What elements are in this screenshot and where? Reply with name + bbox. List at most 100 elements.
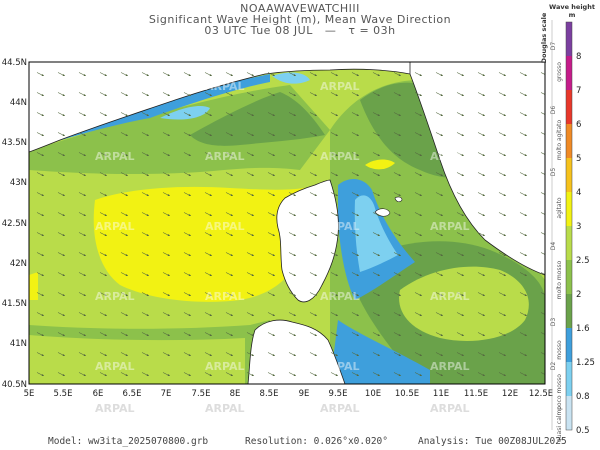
map-time: 03 UTC Tue 08 JUL — τ = 03h [204,24,396,37]
wave-direction-arrow [78,352,87,357]
wave-direction-arrow [330,112,339,117]
wave-direction-arrow [78,252,87,257]
wave-direction-arrow [540,252,545,255]
wave-direction-arrow [36,292,45,297]
wave-direction-arrow [225,112,234,117]
wave-direction-arrow [120,232,129,237]
wave-direction-arrow [330,312,339,317]
wave-direction-arrow [225,192,234,197]
watermark-text: ARPAL [205,150,245,163]
wave-direction-arrow [57,72,66,77]
wave-direction-arrow [351,112,360,117]
wave-direction-arrow [225,172,234,177]
douglas-title: Douglas scale [540,12,548,63]
wave-direction-arrow [141,232,150,237]
wave-direction-arrow [435,192,444,197]
wave-direction-arrow [162,152,171,157]
wave-direction-arrow [99,152,108,157]
sea-green-sw-inner [29,335,245,384]
wave-direction-arrow [162,212,171,217]
watermark-text: ARPAL [205,402,245,415]
wave-direction-arrow [519,252,528,257]
douglas-sea-state: quasi calmo [556,406,563,442]
wave-direction-arrow [57,172,66,177]
colorbar-tick-label: 8 [576,52,581,62]
wave-direction-arrow [183,352,192,357]
wave-direction-arrow [204,232,213,237]
wave-direction-arrow [372,172,381,177]
colorbar-tick-label: 0.5 [576,426,590,436]
wave-direction-arrow [393,72,402,77]
wave-direction-arrow [351,292,360,297]
wave-direction-arrow [330,172,339,177]
wave-direction-arrow [141,212,150,217]
wave-direction-arrow [120,112,129,117]
wave-direction-arrow [519,152,528,157]
wave-direction-arrow [141,192,150,197]
wave-direction-arrow [540,352,545,355]
wave-direction-arrow [36,132,45,137]
wave-direction-arrow [288,92,297,97]
watermark-text: ARPAL [95,402,135,415]
wave-direction-arrow [519,332,528,337]
wave-direction-arrow [78,272,87,277]
wave-direction-arrow [288,292,297,297]
wave-direction-arrow [519,132,528,137]
wave-direction-arrow [540,72,545,75]
wave-direction-arrow [57,92,66,97]
wave-direction-arrow [78,132,87,137]
wave-direction-arrow [435,212,444,217]
wave-direction-arrow [393,92,402,97]
wave-direction-arrow [141,72,150,77]
wave-direction-arrow [330,72,339,77]
wave-direction-arrow [477,172,486,177]
lat-label: 44.5N [2,58,27,68]
wave-direction-arrow [141,112,150,117]
colorbar-tick-label: 1.6 [576,324,590,334]
wave-direction-arrow [225,152,234,157]
wave-direction-arrow [246,292,255,297]
wave-direction-arrow [456,312,465,317]
map-title: NOAAWAVEWATCHIII [240,2,360,15]
wave-direction-arrow [456,112,465,117]
lon-label: 10.5E [395,389,419,399]
wave-direction-arrow [204,192,213,197]
watermark-text: ARPAL [320,360,360,373]
wave-direction-arrow [477,72,486,77]
wave-direction-arrow [540,372,545,375]
watermark-text: ARPAL [430,220,470,233]
wave-direction-arrow [246,232,255,237]
colorbar-tick-label: 2 [576,290,581,300]
wave-direction-arrow [120,152,129,157]
wave-direction-arrow [141,312,150,317]
wave-direction-arrow [372,292,381,297]
wave-direction-arrow [414,112,423,117]
colorbar-swatch [566,192,572,226]
wave-direction-arrow [288,312,297,317]
wave-direction-arrow [540,172,545,175]
lat-label: 42.5N [2,219,27,229]
sea-yellow-north-patch [365,159,395,170]
wave-direction-arrow [120,92,129,97]
wave-direction-arrow [372,232,381,237]
wave-direction-arrow [372,152,381,157]
wave-direction-arrow [183,272,192,277]
wave-direction-arrow [393,332,402,337]
wave-direction-arrow [288,352,297,357]
wave-direction-arrow [498,272,507,277]
wave-direction-arrow [99,372,108,377]
wave-direction-arrow [519,172,528,177]
wave-direction-arrow [246,132,255,137]
wave-direction-arrow [288,372,297,377]
wave-direction-arrow [78,212,87,217]
wave-direction-arrow [246,72,255,77]
wave-direction-arrow [330,292,339,297]
wave-direction-arrow [99,132,108,137]
lat-label: 42N [10,259,27,269]
wave-direction-arrow [477,192,486,197]
wave-direction-arrow [435,152,444,157]
wave-direction-arrow [267,252,276,257]
lon-label: 12E [502,389,518,399]
wave-direction-arrow [267,132,276,137]
